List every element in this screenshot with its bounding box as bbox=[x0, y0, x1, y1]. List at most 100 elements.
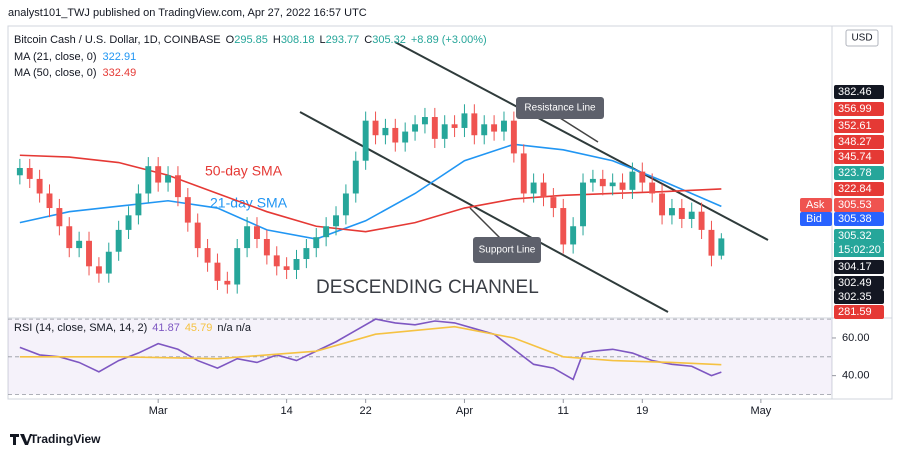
candle-body bbox=[214, 262, 221, 281]
rsi-na: n/a n/a bbox=[217, 322, 252, 334]
rsi-line bbox=[19, 325, 722, 366]
candle-body bbox=[609, 182, 616, 187]
rsi-line bbox=[19, 318, 722, 381]
candle-body bbox=[293, 259, 300, 270]
candle-body bbox=[16, 167, 23, 176]
price-label-box bbox=[834, 305, 884, 319]
candle-body bbox=[372, 120, 379, 136]
candle-body bbox=[382, 127, 389, 136]
candle-body bbox=[362, 120, 369, 161]
currency-box[interactable] bbox=[845, 29, 879, 47]
candle-body bbox=[698, 211, 705, 230]
price-label: 305.38 bbox=[838, 213, 872, 225]
annotation: Support Line bbox=[479, 245, 536, 256]
countdown: 15:02:20 bbox=[838, 244, 881, 256]
candle-body bbox=[303, 248, 310, 260]
candle-body bbox=[342, 193, 349, 216]
candle-body bbox=[194, 222, 201, 249]
candle-body bbox=[333, 215, 339, 227]
callout-arrow bbox=[559, 117, 599, 143]
brand-logo bbox=[10, 434, 32, 445]
price-label-box bbox=[834, 102, 884, 116]
candle-body bbox=[155, 166, 162, 183]
ohlc-value: 295.85 bbox=[234, 34, 268, 46]
ma-value: 322.91 bbox=[103, 51, 137, 63]
candle-body bbox=[86, 240, 92, 267]
candle-body bbox=[589, 178, 596, 183]
x-tick-label: 19 bbox=[636, 405, 648, 417]
ma-legend: MA (21, close, 0) 322.91 bbox=[14, 51, 136, 63]
price-label: 302.35 bbox=[838, 291, 872, 303]
price-label-box bbox=[834, 198, 884, 212]
annotation: 21-day SMA bbox=[210, 195, 288, 211]
candle-body bbox=[471, 113, 478, 136]
rsi-value: 41.87 bbox=[152, 322, 180, 334]
currency: USD bbox=[851, 33, 872, 44]
candle-body bbox=[451, 124, 458, 128]
moving-average bbox=[19, 154, 722, 233]
annotation: 50-day SMA bbox=[205, 163, 283, 179]
price-label-box bbox=[834, 260, 884, 274]
rsi-legend: RSI (14, close, SMA, 14, 2) 41.87 45.79 n/a… bbox=[14, 322, 252, 334]
price-label-box bbox=[834, 290, 884, 304]
ma-legend: MA (50, close, 0) 332.49 bbox=[14, 67, 136, 79]
candle-body bbox=[66, 226, 73, 249]
x-tick-label: 11 bbox=[558, 405, 569, 417]
price-label: 305.32 bbox=[838, 230, 872, 242]
x-tick-label: Apr bbox=[456, 405, 473, 417]
ohlc-label: C bbox=[364, 34, 372, 46]
candle-body bbox=[352, 160, 359, 194]
quote-tag bbox=[800, 198, 832, 212]
candle-body bbox=[135, 193, 142, 216]
candle-body bbox=[283, 266, 290, 270]
candle-body bbox=[441, 124, 448, 139]
candle-body bbox=[668, 208, 675, 216]
candle-body bbox=[599, 178, 606, 187]
change: +8.89 (+3.00%) bbox=[411, 34, 487, 46]
candle-body bbox=[26, 167, 33, 179]
candle-body bbox=[234, 248, 241, 285]
candle-body bbox=[530, 182, 537, 194]
ohlc-label: H bbox=[273, 34, 281, 46]
candle-body bbox=[145, 166, 152, 194]
candle-body bbox=[540, 182, 547, 198]
quote-tag-label: Ask bbox=[806, 199, 825, 211]
candle-body bbox=[678, 208, 685, 219]
price-label-box bbox=[834, 85, 884, 99]
candle-body bbox=[263, 238, 270, 256]
price-label-box bbox=[834, 276, 884, 290]
candle-body bbox=[649, 182, 656, 194]
candle-body bbox=[165, 175, 172, 183]
candle-body bbox=[688, 211, 695, 219]
ohlc-value: 293.77 bbox=[326, 34, 360, 46]
candle-body bbox=[125, 215, 132, 230]
ma-value: 332.49 bbox=[103, 67, 137, 79]
x-tick-label: 22 bbox=[360, 405, 372, 417]
candle-body bbox=[323, 226, 330, 238]
symbol-legend: Bitcoin Cash / U.S. Dollar, 1D, COINBASE… bbox=[14, 34, 487, 46]
y-tick-label: 40.00 bbox=[842, 370, 870, 382]
price-label: 305.53 bbox=[838, 199, 872, 211]
candle-body bbox=[105, 251, 112, 274]
ohlc-label: O bbox=[226, 34, 235, 46]
candle-body bbox=[570, 226, 577, 245]
price-label: 356.99 bbox=[838, 103, 872, 115]
price-label-box bbox=[834, 135, 884, 149]
resistance-line bbox=[394, 41, 769, 241]
candle-body bbox=[204, 248, 211, 263]
candle-body bbox=[392, 127, 399, 143]
candle-body bbox=[708, 229, 715, 256]
ohlc-value: 305.32 bbox=[372, 34, 406, 46]
price-label-box bbox=[834, 119, 884, 133]
support-line bbox=[299, 111, 669, 313]
candle-body bbox=[402, 131, 409, 143]
price-label: 322.84 bbox=[838, 183, 872, 195]
candle-body bbox=[174, 175, 181, 198]
price-label-box bbox=[834, 166, 884, 180]
candle-body bbox=[501, 120, 507, 132]
ohlc-label: L bbox=[319, 34, 325, 46]
quote-tag bbox=[800, 212, 832, 226]
candle-body bbox=[95, 266, 102, 274]
annotation: DESCENDING CHANNEL bbox=[316, 277, 539, 298]
